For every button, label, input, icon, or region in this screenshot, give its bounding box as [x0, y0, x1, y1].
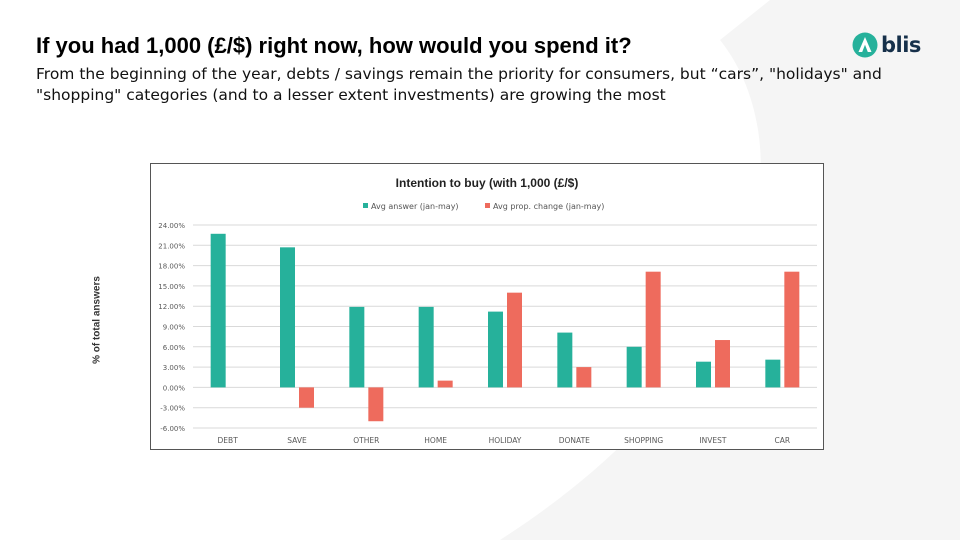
bar-chart: Intention to buy (with 1,000 (£/$) Avg an… — [158, 176, 817, 445]
y-tick-label: 18.00% — [158, 263, 185, 271]
y-tick-label: 0.00% — [163, 384, 186, 392]
x-category-label: SAVE — [287, 436, 307, 445]
x-category-label: DONATE — [559, 436, 590, 445]
bar-invest-series-1 — [696, 361, 711, 388]
bar-car-series-1 — [765, 359, 781, 388]
bar-other-series-2 — [368, 387, 384, 422]
y-tick-label: -6.00% — [160, 425, 185, 433]
blis-logo-text: blis — [881, 33, 921, 57]
bar-other-series-1 — [349, 306, 365, 388]
bar-car-series-2 — [784, 271, 800, 388]
y-tick-label: -3.00% — [160, 405, 185, 413]
legend-label-1: Avg answer (jan-may) — [371, 202, 459, 211]
bar-holiday-series-1 — [488, 311, 503, 388]
y-axis-title: % of total answers — [91, 276, 103, 364]
bar-debt-series-1 — [210, 233, 226, 388]
x-category-label: CAR — [775, 436, 791, 445]
bar-save-series-2 — [299, 387, 314, 408]
slide-title: If you had 1,000 (£/$) right now, how wo… — [36, 33, 632, 58]
legend-swatch-1 — [363, 203, 368, 208]
legend-label-2: Avg prop. change (jan-may) — [493, 202, 604, 211]
y-tick-label: 24.00% — [158, 222, 185, 230]
bar-holiday-series-2 — [507, 292, 522, 388]
x-category-label: SHOPPING — [624, 436, 663, 445]
y-tick-label: 21.00% — [158, 242, 185, 250]
y-tick-label: 15.00% — [158, 283, 185, 291]
y-tick-label: 9.00% — [163, 324, 186, 332]
bar-home-series-1 — [418, 306, 434, 388]
legend-swatch-2 — [485, 203, 490, 208]
bar-shopping-series-2 — [645, 271, 661, 388]
bar-shopping-series-1 — [626, 346, 642, 388]
bar-donate-series-1 — [557, 332, 573, 388]
x-category-label: INVEST — [699, 436, 726, 445]
y-tick-label: 3.00% — [163, 364, 186, 372]
y-tick-label: 12.00% — [158, 303, 185, 311]
x-category-label: OTHER — [353, 436, 379, 445]
bar-donate-series-2 — [576, 367, 592, 388]
blis-logo-icon — [852, 32, 878, 58]
x-category-label: HOLIDAY — [489, 436, 522, 445]
x-category-label: HOME — [424, 436, 447, 445]
blis-logo: blis — [852, 30, 921, 60]
bar-invest-series-2 — [715, 340, 730, 388]
bar-save-series-1 — [280, 247, 295, 388]
y-tick-label: 6.00% — [163, 344, 186, 352]
slide-subtitle: From the beginning of the year, debts / … — [36, 65, 882, 104]
x-category-label: DEBT — [218, 436, 239, 445]
chart-container: Intention to buy (with 1,000 (£/$) Avg an… — [150, 163, 824, 450]
bar-home-series-2 — [437, 380, 453, 388]
chart-title: Intention to buy (with 1,000 (£/$) — [396, 176, 579, 190]
